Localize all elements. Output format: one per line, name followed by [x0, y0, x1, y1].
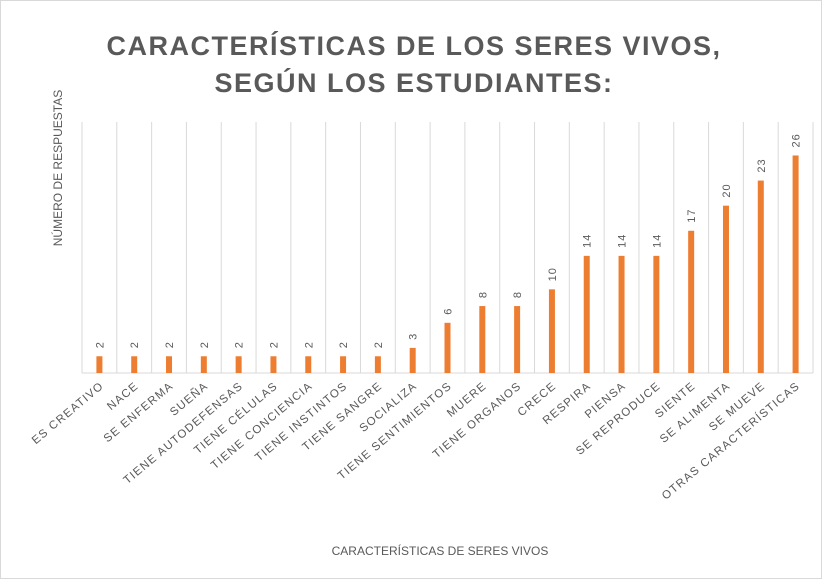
data-label: 20 [721, 183, 733, 197]
data-label: 2 [94, 341, 106, 348]
data-label: 17 [686, 209, 698, 223]
bar [96, 356, 103, 373]
bar [409, 347, 416, 373]
bar [444, 322, 451, 373]
data-label: 23 [756, 158, 768, 172]
data-label: 26 [791, 133, 803, 147]
chart-title: CARACTERÍSTICAS DE LOS SERES VIVOS, [106, 30, 721, 61]
data-label: 2 [234, 341, 246, 348]
bar [374, 356, 381, 373]
bar [653, 255, 660, 373]
bar [340, 356, 347, 373]
data-label: 2 [303, 341, 315, 348]
bar [235, 356, 242, 373]
data-label: 8 [477, 291, 489, 298]
data-label: 14 [617, 234, 629, 248]
bar [792, 155, 799, 373]
y-axis-label: NÚMERO DE RESPUESTAS [50, 90, 65, 246]
data-label: 2 [199, 341, 211, 348]
bar [479, 306, 486, 373]
bar [514, 306, 521, 373]
x-axis-label: CARACTERÍSTICAS DE SERES VIVOS [332, 543, 549, 558]
data-label: 2 [129, 341, 141, 348]
data-label: 2 [338, 341, 350, 348]
data-label: 10 [547, 267, 559, 281]
bar [548, 289, 555, 373]
chart-title: SEGÚN LOS ESTUDIANTES: [214, 67, 613, 98]
bar [583, 255, 590, 373]
data-label: 2 [268, 341, 280, 348]
data-label: 8 [512, 291, 524, 298]
bar [131, 356, 138, 373]
bar [305, 356, 312, 373]
data-label: 14 [582, 234, 594, 248]
data-label: 6 [443, 308, 455, 315]
data-label: 14 [651, 234, 663, 248]
data-label: 3 [408, 333, 420, 340]
bar [757, 180, 764, 373]
data-label: 2 [373, 341, 385, 348]
bar [166, 356, 173, 373]
bar [270, 356, 277, 373]
bar [688, 230, 695, 373]
bar [618, 255, 625, 373]
bar [200, 356, 207, 373]
data-label: 2 [164, 341, 176, 348]
bar [722, 205, 729, 373]
